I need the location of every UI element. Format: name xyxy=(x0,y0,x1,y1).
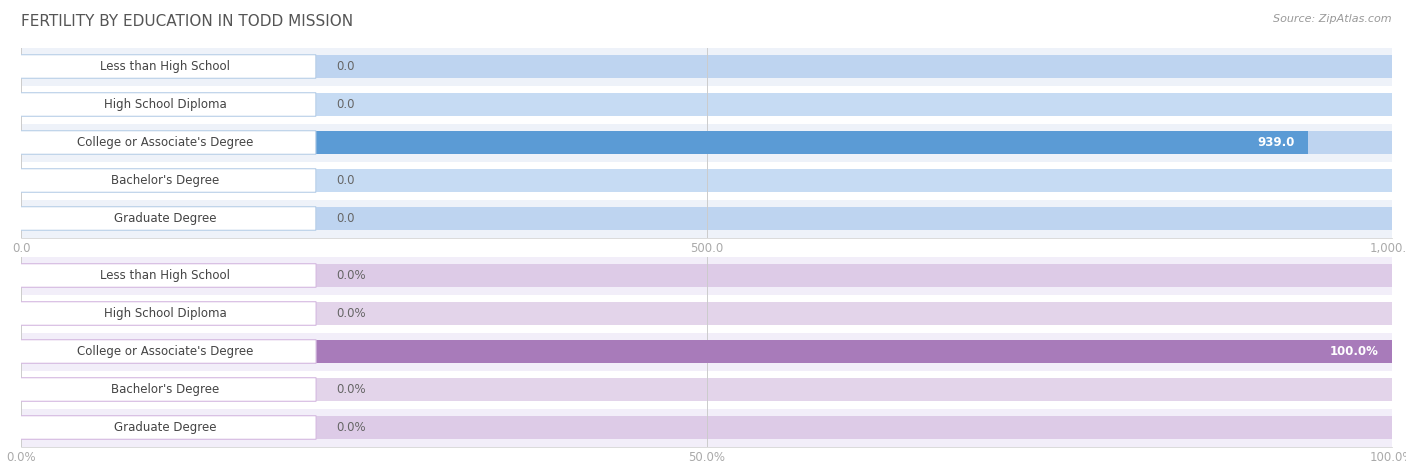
Text: High School Diploma: High School Diploma xyxy=(104,307,226,320)
Text: High School Diploma: High School Diploma xyxy=(104,98,226,111)
Bar xyxy=(21,170,1392,191)
Text: 0.0%: 0.0% xyxy=(336,421,366,434)
Text: 0.0: 0.0 xyxy=(336,60,354,73)
Bar xyxy=(21,370,1392,408)
Bar xyxy=(21,332,1392,371)
Text: 0.0%: 0.0% xyxy=(336,307,366,320)
Bar xyxy=(21,417,1392,438)
Text: 0.0: 0.0 xyxy=(336,174,354,187)
Bar xyxy=(21,48,1392,86)
Text: 0.0%: 0.0% xyxy=(336,383,366,396)
Text: 0.0: 0.0 xyxy=(336,98,354,111)
Bar xyxy=(21,379,1392,400)
Bar xyxy=(21,86,1392,124)
Text: College or Associate's Degree: College or Associate's Degree xyxy=(77,136,253,149)
Bar xyxy=(21,303,1392,324)
FancyBboxPatch shape xyxy=(14,378,316,401)
Text: Bachelor's Degree: Bachelor's Degree xyxy=(111,174,219,187)
Bar xyxy=(21,200,1392,238)
FancyBboxPatch shape xyxy=(14,169,316,192)
Text: Less than High School: Less than High School xyxy=(100,269,231,282)
FancyBboxPatch shape xyxy=(14,416,316,439)
Bar xyxy=(21,124,1392,162)
Bar xyxy=(21,56,1392,77)
Text: Graduate Degree: Graduate Degree xyxy=(114,421,217,434)
Bar xyxy=(21,408,1392,446)
Bar xyxy=(21,208,1392,229)
FancyBboxPatch shape xyxy=(14,340,316,363)
FancyBboxPatch shape xyxy=(14,93,316,116)
FancyBboxPatch shape xyxy=(14,264,316,287)
Text: 0.0: 0.0 xyxy=(336,212,354,225)
Bar xyxy=(21,132,1309,153)
Bar xyxy=(21,162,1392,199)
Text: Bachelor's Degree: Bachelor's Degree xyxy=(111,383,219,396)
FancyBboxPatch shape xyxy=(14,207,316,230)
FancyBboxPatch shape xyxy=(14,302,316,325)
Bar xyxy=(21,341,1392,362)
Text: 100.0%: 100.0% xyxy=(1329,345,1378,358)
Text: 939.0: 939.0 xyxy=(1257,136,1295,149)
Text: Graduate Degree: Graduate Degree xyxy=(114,212,217,225)
Bar xyxy=(21,294,1392,332)
Bar xyxy=(21,341,1392,362)
Bar xyxy=(21,132,1392,153)
Text: FERTILITY BY EDUCATION IN TODD MISSION: FERTILITY BY EDUCATION IN TODD MISSION xyxy=(21,14,353,29)
FancyBboxPatch shape xyxy=(14,131,316,154)
Bar xyxy=(21,94,1392,115)
Text: College or Associate's Degree: College or Associate's Degree xyxy=(77,345,253,358)
Text: Less than High School: Less than High School xyxy=(100,60,231,73)
Bar xyxy=(21,265,1392,286)
Text: Source: ZipAtlas.com: Source: ZipAtlas.com xyxy=(1274,14,1392,24)
Text: 0.0%: 0.0% xyxy=(336,269,366,282)
Bar xyxy=(21,256,1392,294)
FancyBboxPatch shape xyxy=(14,55,316,78)
